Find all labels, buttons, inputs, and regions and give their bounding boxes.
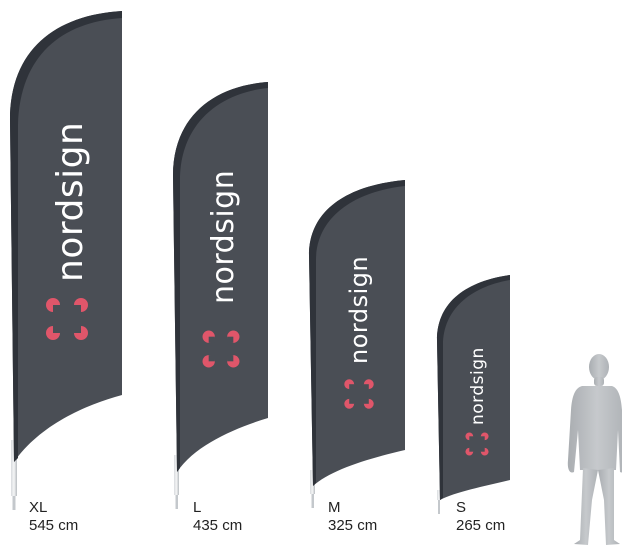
logo-corner-top-left: [465, 432, 474, 441]
flag-l-label: L 435 cm: [193, 499, 242, 535]
logo-corner-bottom-left: [46, 326, 60, 340]
logo-corner-bottom-right: [227, 355, 240, 368]
logo-corner-bottom-left: [344, 398, 355, 409]
flag-s-fabric: [437, 275, 510, 500]
logo-corner-bottom-right: [74, 326, 88, 340]
flag-s-brand-text: nordsign: [468, 347, 488, 425]
flag-xl-size: XL: [29, 499, 48, 516]
flag-m: nordsign: [309, 180, 405, 508]
flag-s-spike: [438, 500, 440, 514]
flag-xl-brand-text: nordsign: [50, 122, 91, 282]
flag-m-spike: [311, 494, 314, 508]
logo-corner-top-left: [202, 330, 215, 343]
flag-m-height: 325 cm: [328, 517, 378, 534]
logo-corner-bottom-left: [202, 355, 215, 368]
logo-corner-bottom-left: [465, 447, 474, 456]
flag-l: nordsign: [173, 82, 268, 509]
flag-m-size: M: [328, 499, 341, 516]
logo-corner-top-left: [344, 379, 355, 390]
flag-xl-height: 545 cm: [29, 517, 79, 534]
flag-l-pole: [174, 455, 179, 495]
logo-corner-top-right: [480, 432, 489, 441]
flag-l-brand-text: nordsign: [206, 170, 241, 304]
flag-m-pole: [310, 470, 315, 494]
logo-corner-top-right: [74, 298, 88, 312]
logo-corner-top-right: [227, 330, 240, 343]
flag-m-brand-text: nordsign: [345, 256, 373, 364]
flag-xl-label: XL 545 cm: [29, 499, 78, 535]
flag-s-height: 265 cm: [456, 517, 506, 534]
flag-s-size: S: [456, 499, 467, 516]
flag-s-label: S 265 cm: [456, 499, 505, 535]
flag-s: nordsign: [437, 275, 510, 514]
flag-xl-spike: [12, 496, 16, 510]
logo-corner-bottom-right: [363, 398, 374, 409]
flag-l-height: 435 cm: [193, 517, 243, 534]
flag-xl-fabric: [10, 11, 122, 462]
flag-xl-pole: [11, 440, 17, 496]
flag-m-label: M 325 cm: [328, 499, 377, 535]
flag-l-size: L: [193, 499, 202, 516]
person-silhouette-icon: [567, 354, 622, 545]
flag-l-logo-icon: [202, 330, 240, 368]
flag-m-logo-icon: [344, 379, 374, 409]
flag-l-fabric: [173, 82, 268, 472]
logo-corner-top-right: [363, 379, 374, 390]
flag-s-pole: [437, 490, 441, 500]
flag-s-logo-icon: [465, 432, 489, 456]
logo-corner-top-left: [46, 298, 60, 312]
flag-m-fabric: [309, 180, 405, 486]
flag-xl: nordsign: [10, 11, 122, 510]
flag-l-spike: [175, 495, 178, 509]
logo-corner-bottom-right: [480, 447, 489, 456]
flag-xl-logo-icon: [46, 298, 88, 340]
